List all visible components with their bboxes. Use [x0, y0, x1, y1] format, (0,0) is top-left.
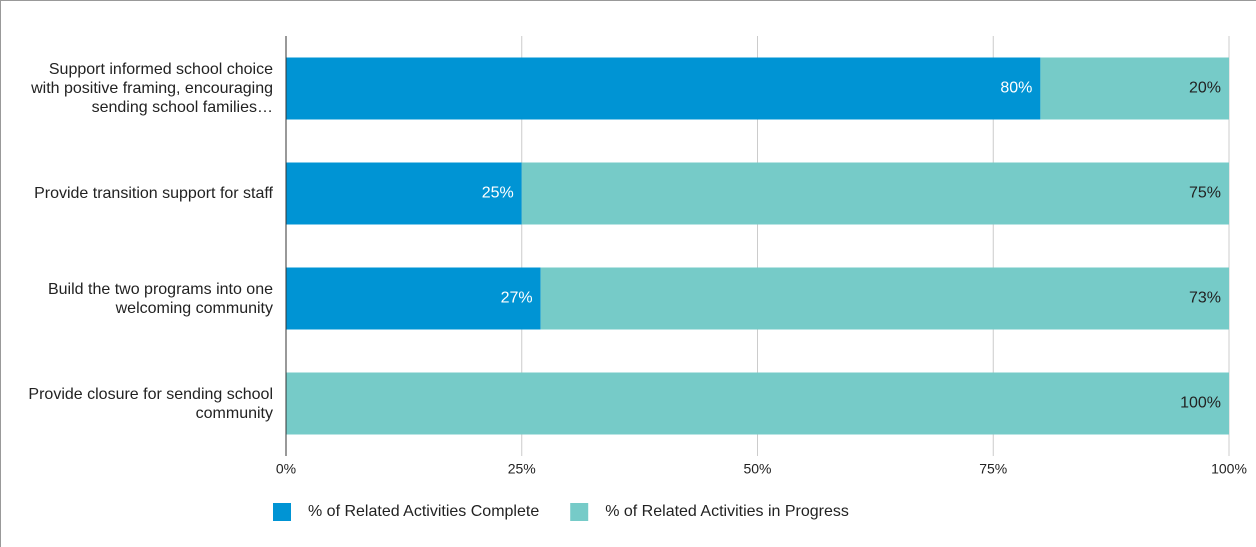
bar-segment — [286, 162, 522, 225]
x-tick-label: 50% — [743, 461, 771, 477]
legend-label: % of Related Activities Complete — [308, 503, 539, 520]
y-tick-label: Build the two programs into one welcomin… — [47, 280, 273, 317]
bar-segment — [1040, 57, 1229, 120]
data-label: 80% — [1000, 80, 1032, 97]
data-label: 73% — [1189, 290, 1221, 307]
data-label: 100% — [1180, 395, 1221, 412]
bar-segment — [286, 372, 1229, 435]
x-tick-label: 100% — [1211, 461, 1247, 477]
legend-swatch — [273, 503, 291, 521]
bar-segment — [521, 162, 1229, 225]
data-label: 20% — [1189, 80, 1221, 97]
bar-segment — [286, 267, 541, 330]
x-tick-label: 75% — [979, 461, 1007, 477]
x-tick-label: 0% — [276, 461, 296, 477]
legend-label: % of Related Activities in Progress — [605, 503, 849, 520]
y-tick-label: Provide closure for sending school commu… — [28, 385, 273, 422]
data-label: 25% — [482, 185, 514, 202]
bar-segment — [286, 57, 1041, 120]
x-tick-label: 25% — [508, 461, 536, 477]
legend-swatch — [570, 503, 589, 521]
bar-segment — [540, 267, 1229, 330]
y-tick-label: Provide transition support for staff — [34, 185, 273, 202]
y-tick-label: Support informed school choice with posi… — [31, 61, 273, 116]
data-label: 27% — [501, 290, 533, 307]
data-label: 75% — [1189, 185, 1221, 202]
